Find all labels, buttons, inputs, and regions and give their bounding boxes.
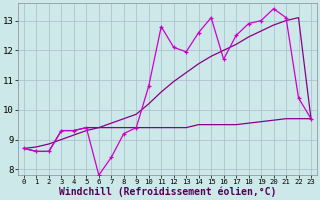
X-axis label: Windchill (Refroidissement éolien,°C): Windchill (Refroidissement éolien,°C)	[59, 187, 276, 197]
